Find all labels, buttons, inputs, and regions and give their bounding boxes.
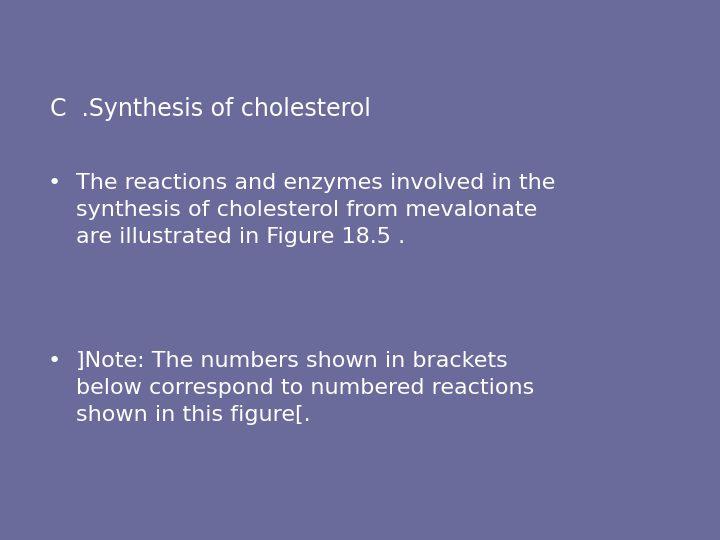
Text: The reactions and enzymes involved in the
synthesis of cholesterol from mevalona: The reactions and enzymes involved in th… [76,173,555,247]
Text: •: • [48,351,60,371]
Text: ]Note: The numbers shown in brackets
below correspond to numbered reactions
show: ]Note: The numbers shown in brackets bel… [76,351,534,426]
Text: C  .Synthesis of cholesterol: C .Synthesis of cholesterol [50,97,372,121]
Text: •: • [48,173,60,193]
